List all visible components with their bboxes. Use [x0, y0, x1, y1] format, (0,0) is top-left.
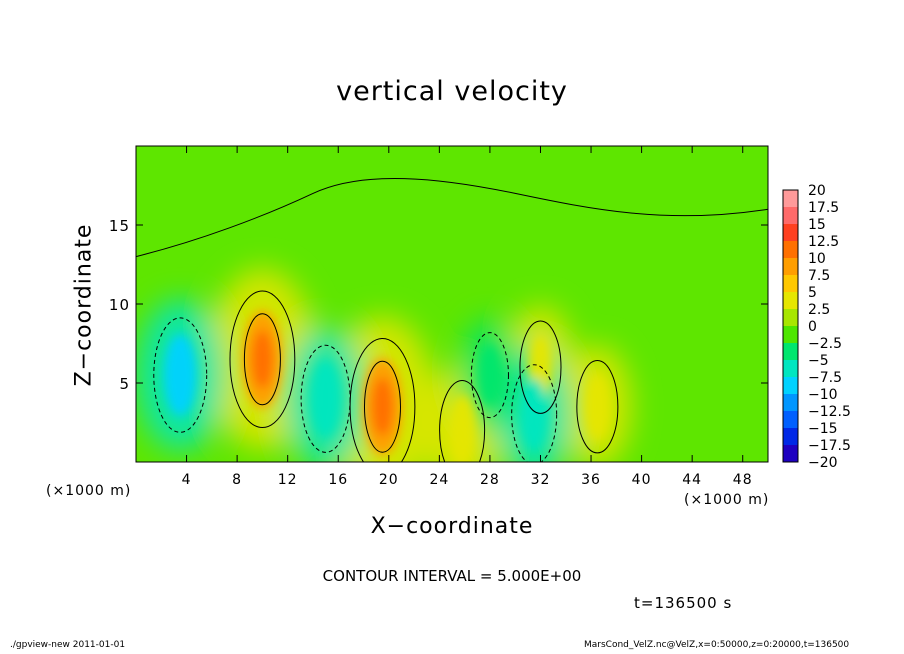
y-axis: 5 10 15 — [109, 217, 768, 393]
time-label: t=136500 s — [634, 594, 733, 612]
colorbar-swatch — [783, 275, 798, 293]
x-tick-label: 20 — [379, 472, 399, 488]
colorbar-swatch — [783, 190, 798, 208]
x-tick-label: 12 — [278, 472, 298, 488]
field-region-core — [520, 378, 548, 451]
colorbar-label: 17.5 — [808, 200, 839, 216]
colorbar-label: −2.5 — [808, 336, 842, 352]
x-unit-label-right: (×1000 m) — [684, 492, 770, 508]
colorbar-swatch — [783, 377, 798, 395]
contour-positive — [519, 320, 562, 414]
contour-positive-inner — [243, 313, 281, 406]
colorbar-label: 15 — [808, 217, 826, 233]
field-region-core — [164, 334, 197, 416]
colorbar-swatch — [783, 394, 798, 412]
colorbar: 2017.51512.5107.552.50−2.5−5−7.5−10−12.5… — [782, 183, 851, 471]
x-tick-label: 8 — [232, 472, 242, 488]
x-axis-label: X−coordinate — [370, 514, 534, 539]
contour-positive — [439, 380, 486, 462]
colorbar-swatch — [783, 343, 798, 361]
colorbar-swatch — [783, 360, 798, 378]
colorbar-swatch — [783, 292, 798, 310]
field-region-peak — [372, 377, 393, 436]
colorbar-label: −20 — [808, 455, 838, 471]
colorbar-label: −10 — [808, 387, 838, 403]
contour-positive — [576, 360, 619, 454]
x-unit-label-left: (×1000 m) — [46, 483, 132, 499]
colorbar-label: 0 — [808, 319, 817, 335]
x-tick-label: 4 — [182, 472, 192, 488]
x-tick-label: 48 — [733, 472, 753, 488]
x-tick-label: 44 — [682, 472, 702, 488]
contour-negative — [153, 317, 208, 433]
y-tick-label: 5 — [119, 375, 130, 393]
colorbar-label: 7.5 — [808, 268, 830, 284]
field-region-core — [478, 344, 502, 406]
field-region-core — [584, 373, 610, 440]
contour-negative — [511, 364, 558, 462]
contour-interval-note: CONTOUR INTERVAL = 5.000E+00 — [322, 567, 582, 585]
x-tick-label: 36 — [581, 472, 601, 488]
colorbar-swatch — [783, 207, 798, 225]
y-tick-label: 10 — [109, 296, 130, 314]
contour-negative — [470, 332, 509, 419]
x-axis: 4 8 12 16 20 24 28 32 36 40 44 48 — [182, 146, 753, 488]
x-tick-label: 16 — [328, 472, 348, 488]
colorbar-swatch — [783, 445, 798, 463]
x-tick-label: 28 — [480, 472, 500, 488]
colorbar-label: 12.5 — [808, 234, 839, 250]
x-tick-label: 24 — [429, 472, 449, 488]
y-axis-label: Z−coordinate — [71, 223, 97, 387]
colorbar-label: 2.5 — [808, 302, 830, 318]
contour-positive-inner — [363, 360, 401, 453]
colorbar-swatch — [783, 258, 798, 276]
field-region-core — [310, 360, 341, 438]
colorbar-label: 10 — [808, 251, 826, 267]
contour-lines — [136, 177, 768, 462]
footer-file-info: MarsCond_VelZ.nc@VelZ,x=0:50000,z=0:2000… — [584, 640, 850, 650]
chart-title: vertical velocity — [336, 76, 568, 107]
contour-negative — [300, 344, 351, 453]
colorbar-label: −5 — [808, 353, 829, 369]
colorbar-swatch — [783, 411, 798, 429]
colorbar-label: −7.5 — [808, 370, 842, 386]
colorbar-swatch — [783, 224, 798, 242]
colorbar-label: −12.5 — [808, 404, 851, 420]
contour-positive — [229, 290, 296, 429]
field-region-peak — [252, 330, 273, 389]
colorbar-label: 20 — [808, 183, 826, 199]
field-region-core — [448, 394, 476, 462]
colorbar-label: 5 — [808, 285, 817, 301]
colorbar-swatch — [783, 309, 798, 327]
colorbar-label: −15 — [808, 421, 838, 437]
colorbar-swatch — [783, 326, 798, 344]
colorbar-swatch — [783, 428, 798, 446]
x-tick-label: 32 — [531, 472, 551, 488]
x-tick-label: 40 — [632, 472, 652, 488]
colorbar-frame — [782, 189, 799, 463]
contour-zero — [136, 177, 768, 258]
colorbar-swatch — [783, 241, 798, 259]
y-tick-label: 15 — [109, 217, 130, 235]
colorbar-label: −17.5 — [808, 438, 851, 454]
footer-program-date: ./gpview-new 2011-01-01 — [10, 640, 126, 650]
